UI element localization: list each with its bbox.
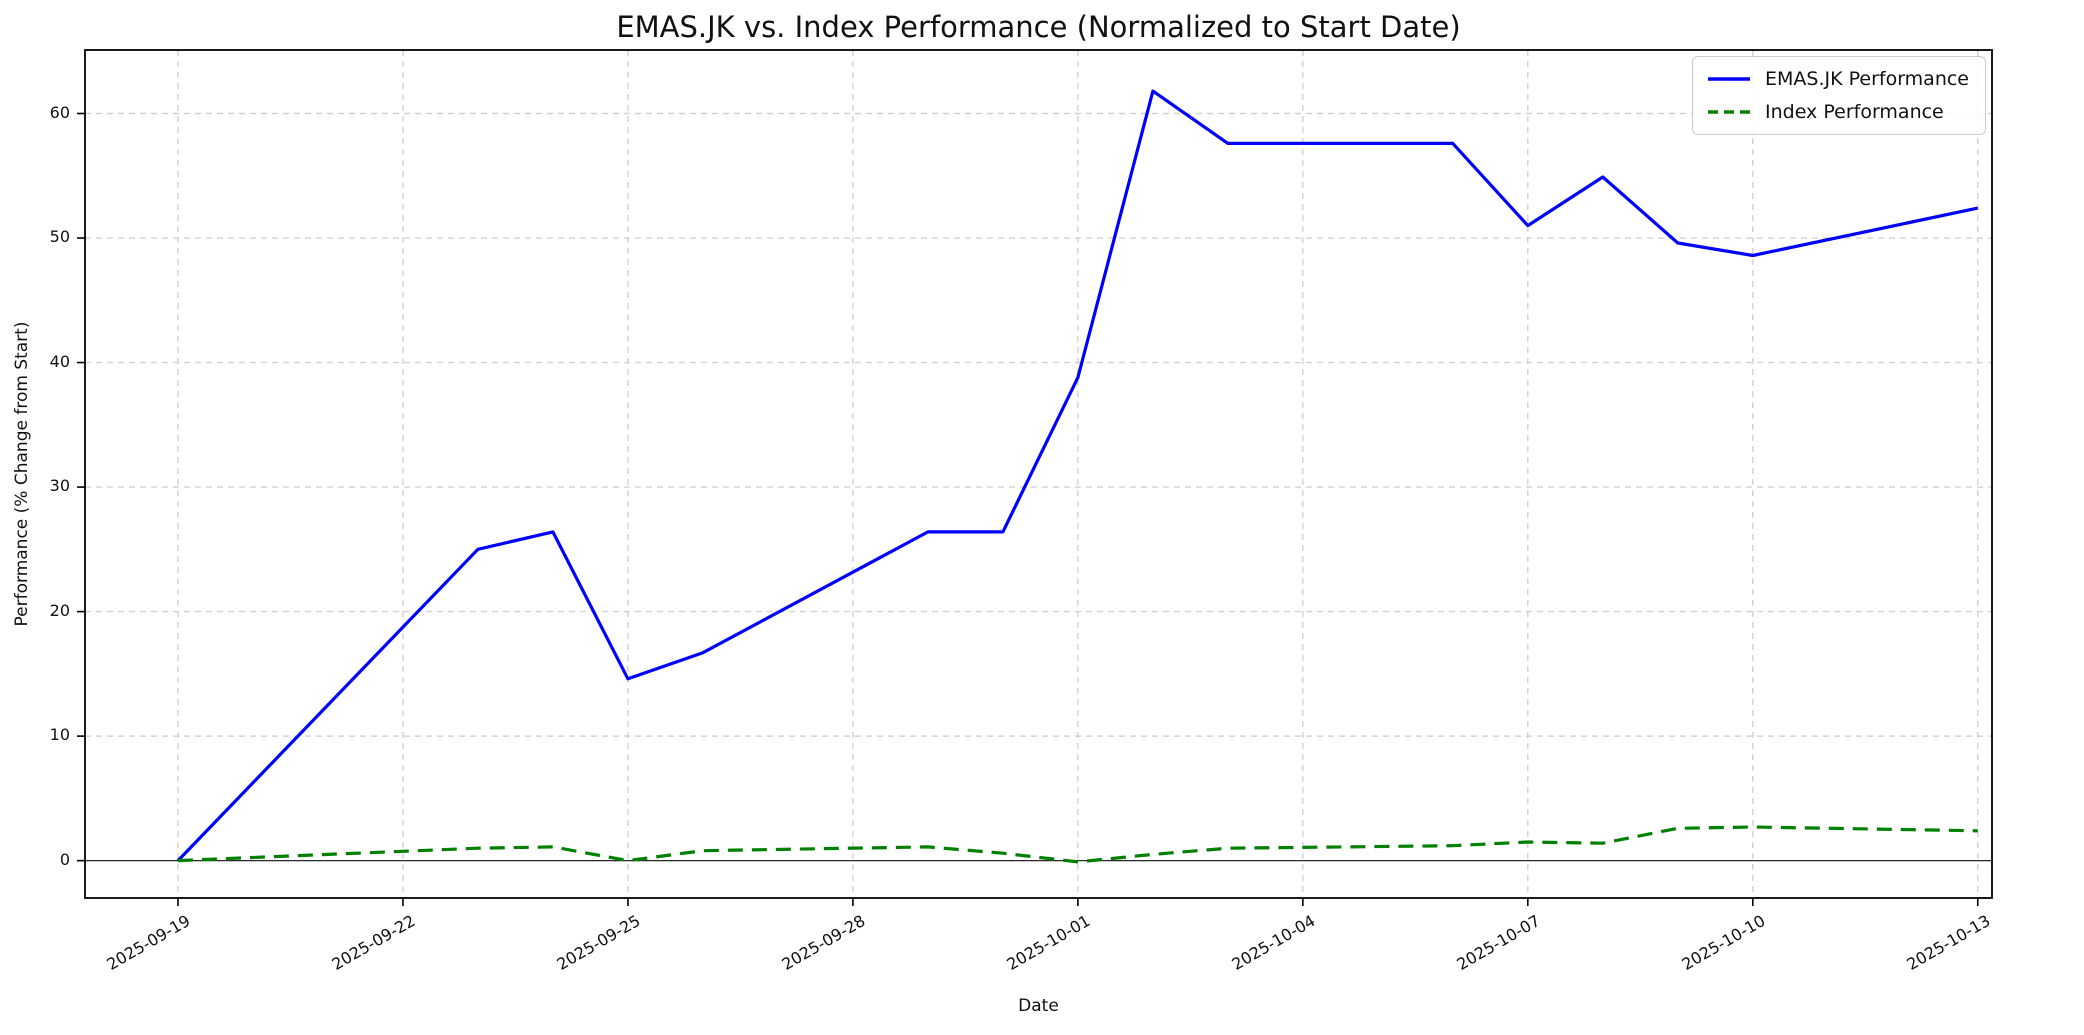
chart-title: EMAS.JK vs. Index Performance (Normalize… — [616, 10, 1461, 44]
series-line-emas — [176, 89, 1979, 862]
y-tick-label: 40 — [49, 351, 70, 371]
legend-solid-line-icon — [1708, 77, 1750, 81]
legend: EMAS.JK Performance Index Performance — [1692, 56, 1986, 135]
y-tick-label: 10 — [49, 725, 70, 745]
y-tick-label: 30 — [49, 476, 70, 496]
legend-item-index: Index Performance — [1706, 101, 1969, 123]
y-tick-label: 60 — [49, 102, 70, 122]
y-tick-label: 50 — [49, 227, 70, 247]
legend-label-emas: EMAS.JK Performance — [1765, 68, 1969, 90]
legend-label-index: Index Performance — [1765, 101, 1944, 123]
y-tick-label: 20 — [49, 600, 70, 620]
series-line-index — [177, 825, 1978, 864]
x-axis-label: Date — [1018, 996, 1059, 1016]
axes-border — [84, 49, 1993, 899]
legend-dashed-line-icon — [1708, 110, 1750, 114]
y-tick-label: 0 — [59, 849, 70, 869]
legend-item-emas: EMAS.JK Performance — [1706, 68, 1969, 90]
